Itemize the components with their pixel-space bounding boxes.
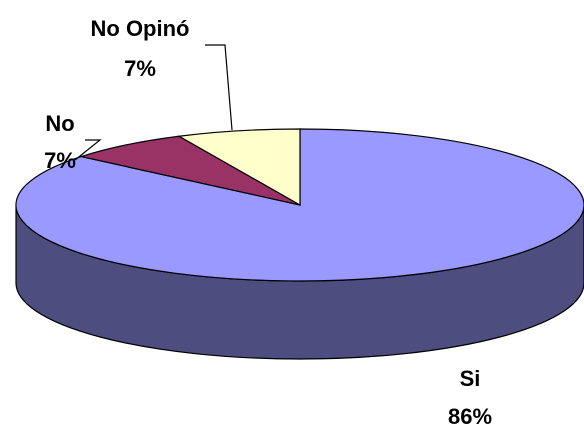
data-label-value: 7% xyxy=(44,148,76,173)
data-label-value: 86% xyxy=(448,404,492,429)
leader-line xyxy=(74,139,102,161)
pie-slice xyxy=(78,135,301,206)
pie-slice xyxy=(177,128,301,207)
data-label-name: Si xyxy=(460,366,481,391)
data-label-value: 7% xyxy=(124,56,156,81)
data-label-name: No Opinó xyxy=(91,16,190,41)
data-label-name: No xyxy=(45,111,74,136)
leader-line xyxy=(205,44,233,131)
